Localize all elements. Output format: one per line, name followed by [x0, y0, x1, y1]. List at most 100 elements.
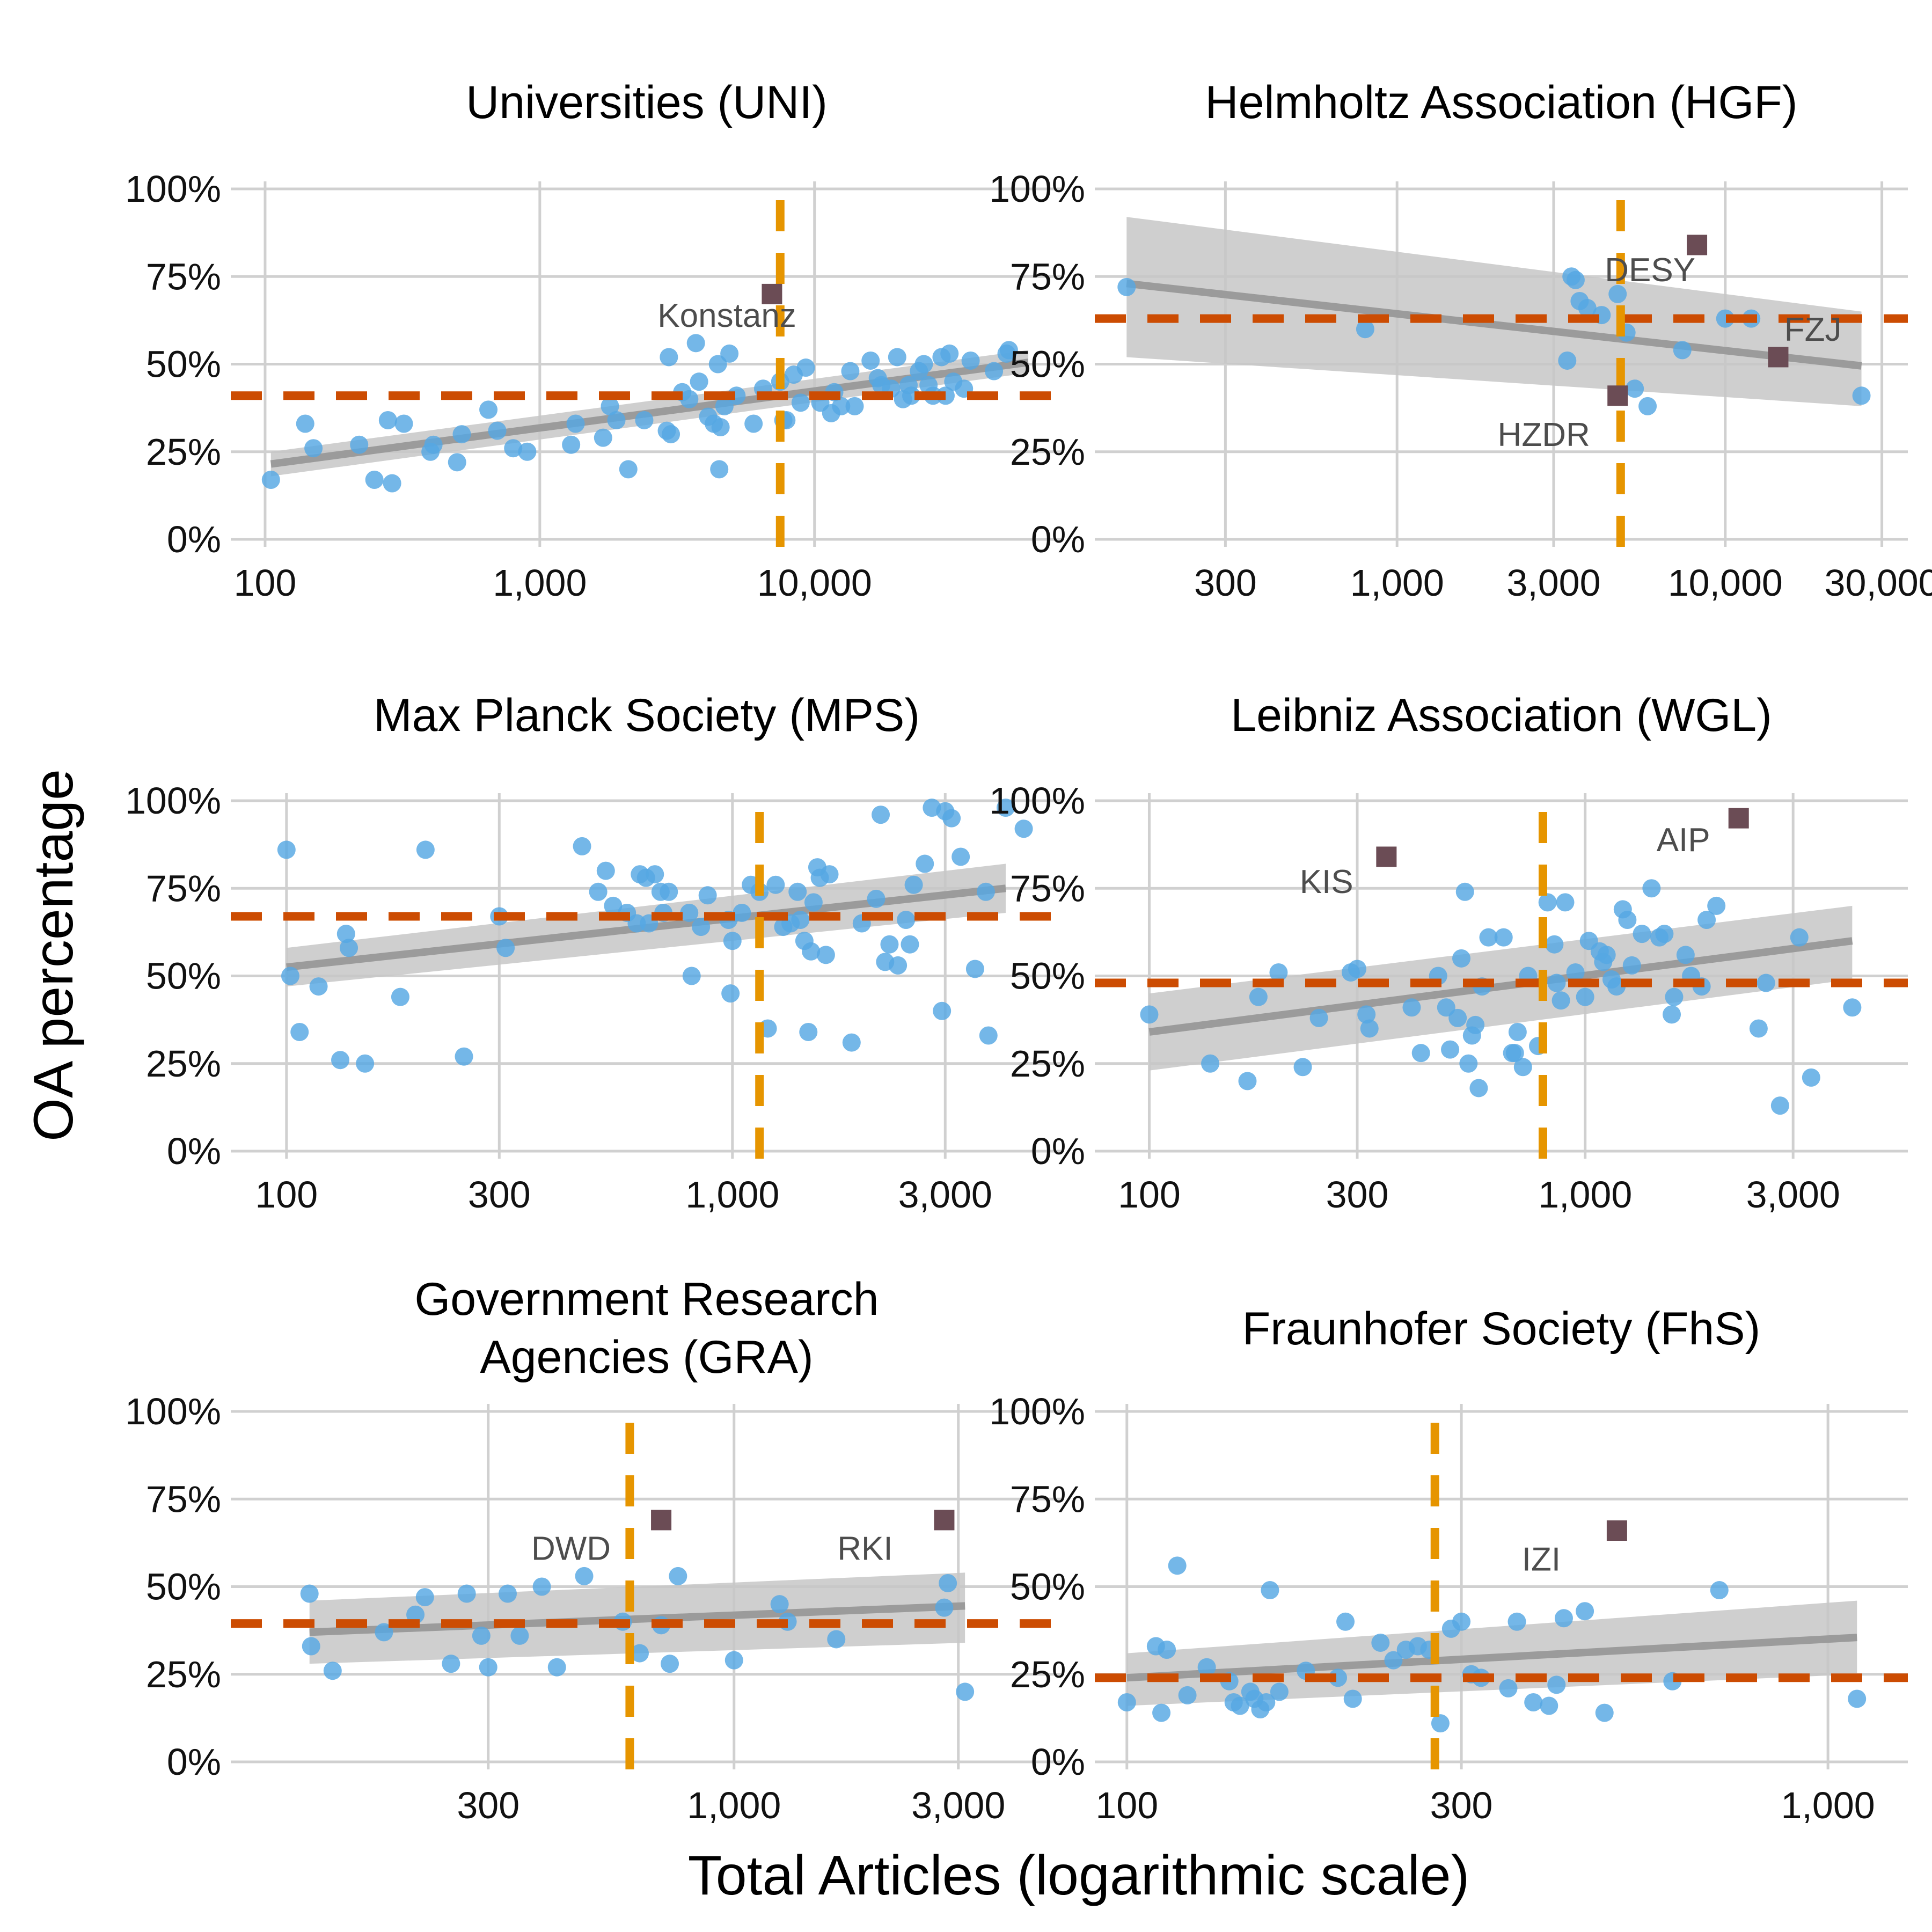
panel-title: Fraunhofer Society (FhS)	[1242, 1303, 1760, 1355]
data-point	[604, 896, 623, 915]
data-point	[682, 967, 701, 985]
y-tick-label: 0%	[1031, 1741, 1085, 1783]
panel-title: Max Planck Society (MPS)	[374, 690, 920, 741]
data-point	[635, 411, 654, 429]
data-point	[566, 414, 585, 433]
data-point	[1117, 277, 1136, 296]
data-point	[888, 348, 906, 367]
data-point	[1261, 1581, 1279, 1600]
data-point	[1249, 987, 1268, 1006]
data-point	[715, 397, 734, 415]
data-point	[1576, 1602, 1594, 1621]
highlight-marker	[651, 1510, 672, 1531]
trend-line	[1126, 1634, 1857, 1682]
data-point	[488, 421, 507, 440]
data-point	[300, 1584, 319, 1603]
data-point	[1336, 1612, 1355, 1631]
data-point	[1238, 1072, 1257, 1091]
data-point	[1309, 1008, 1328, 1027]
data-point	[457, 1584, 476, 1603]
data-point	[1348, 960, 1366, 978]
panel-2: Helmholtz Association (HGF) 0% 25% 50% 75% 10…	[989, 77, 1932, 604]
y-tick-label: 25%	[1010, 1653, 1085, 1695]
highlight-marker	[1606, 1520, 1627, 1541]
data-point	[596, 861, 615, 880]
highlight-marker	[1687, 235, 1708, 255]
data-point	[1757, 974, 1775, 992]
data-point	[309, 977, 328, 996]
data-point	[1356, 320, 1374, 339]
panel-4: Leibniz Association (WGL) 0% 25% 50% 75% 100%…	[989, 690, 1908, 1216]
x-tick-label: 3,000	[911, 1784, 1005, 1826]
panel-title-line: Government Research	[414, 1274, 879, 1325]
panel-title-line: Agencies (GRA)	[480, 1331, 813, 1383]
highlight-marker	[762, 283, 782, 304]
x-tick-label: 300	[1326, 1174, 1389, 1216]
data-point	[1663, 1005, 1681, 1024]
data-point	[304, 439, 323, 458]
data-point	[296, 414, 314, 433]
data-point	[897, 911, 916, 930]
data-point	[1595, 1703, 1614, 1722]
y-tick-label: 0%	[1031, 518, 1085, 560]
y-tick-label: 100%	[125, 168, 221, 210]
data-point	[880, 935, 899, 954]
data-point	[902, 386, 920, 405]
x-tick-label: 100	[1095, 1784, 1158, 1826]
data-point	[799, 1022, 818, 1041]
data-point	[976, 882, 995, 901]
data-point	[1852, 386, 1871, 405]
data-point	[452, 425, 471, 444]
data-point	[686, 334, 705, 353]
data-point	[1357, 1005, 1376, 1024]
y-tick-label: 75%	[1010, 867, 1085, 909]
data-point	[985, 362, 1004, 380]
data-point	[391, 987, 409, 1006]
data-point	[727, 386, 746, 405]
data-point	[378, 411, 397, 429]
data-point	[933, 1001, 952, 1020]
data-point	[744, 414, 763, 433]
data-point	[720, 344, 739, 363]
data-point	[1547, 974, 1566, 992]
data-point	[680, 390, 699, 408]
data-point	[1152, 1703, 1171, 1722]
data-point	[1257, 1693, 1276, 1711]
y-tick-label: 75%	[1010, 1478, 1085, 1520]
data-point	[1673, 341, 1692, 360]
x-tick-label: 300	[1194, 562, 1257, 604]
data-point	[1538, 893, 1557, 912]
data-point	[1466, 1015, 1485, 1034]
data-point	[589, 882, 608, 901]
panel-title-line: Universities (UNI)	[466, 77, 828, 128]
data-point	[662, 425, 680, 444]
data-point	[841, 362, 860, 380]
y-tick-label: 75%	[146, 255, 221, 297]
y-tick-label: 100%	[989, 168, 1085, 210]
highlight-marker	[1607, 385, 1628, 406]
data-point	[1848, 1689, 1867, 1708]
data-point	[1360, 1019, 1379, 1038]
data-point	[1507, 1612, 1526, 1631]
data-point	[1618, 911, 1637, 930]
x-tick-label: 10,000	[757, 562, 872, 604]
data-point	[1576, 987, 1594, 1006]
data-point	[842, 1033, 861, 1052]
data-point	[901, 935, 919, 954]
data-point	[1790, 928, 1809, 947]
data-point	[708, 355, 727, 374]
data-point	[711, 418, 730, 437]
trend-line	[1126, 280, 1862, 370]
highlight-label: DESY	[1605, 252, 1695, 289]
data-point	[802, 942, 821, 961]
data-point	[660, 348, 678, 367]
data-point	[1270, 1682, 1289, 1701]
data-point	[1371, 1633, 1390, 1652]
data-point	[916, 854, 934, 873]
panel-1: Universities (UNI) 0% 25% 50% 75% 100% 100 1,00…	[125, 77, 1063, 604]
highlight-label: FZJ	[1784, 311, 1842, 348]
x-tick-label: 300	[1430, 1784, 1493, 1826]
data-point	[356, 1054, 375, 1073]
data-point	[336, 925, 355, 943]
